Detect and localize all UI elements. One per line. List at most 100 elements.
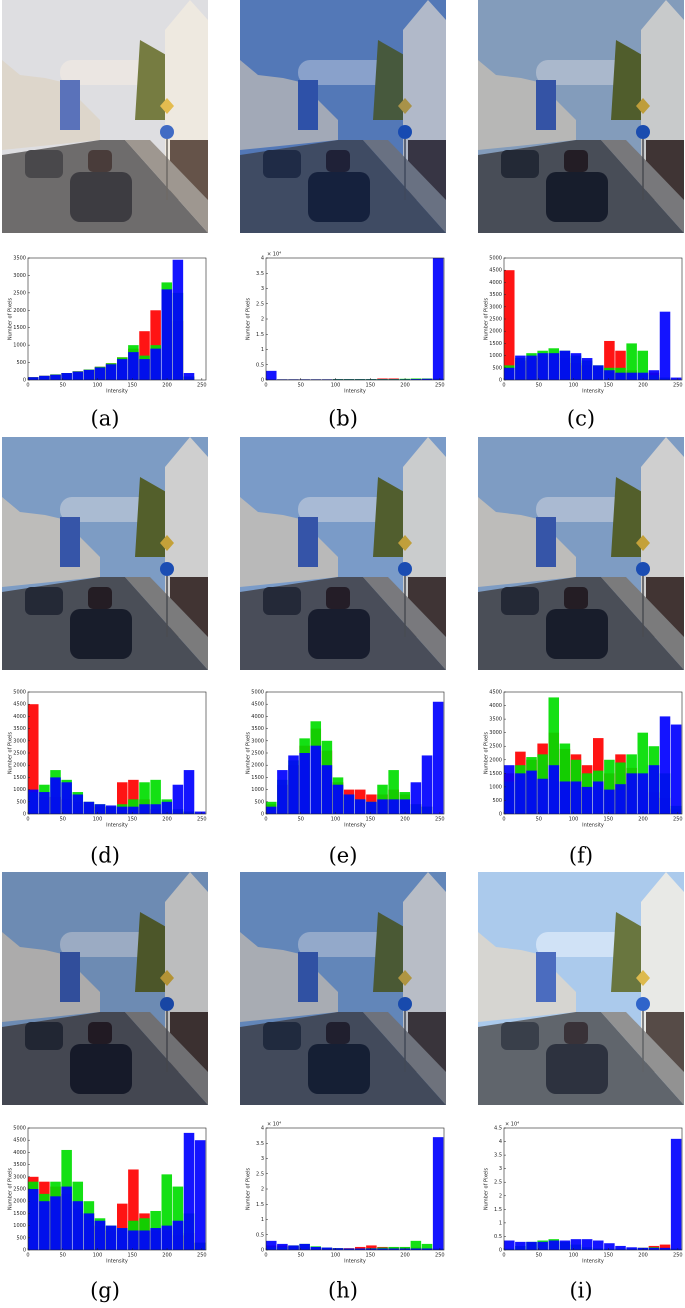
x-axis-label: Intensity	[582, 1259, 604, 1265]
histogram-bar	[399, 799, 411, 814]
histogram-bar	[504, 765, 515, 814]
car-far	[564, 150, 588, 172]
x-tick-label: 100	[331, 817, 341, 823]
x-tick-label: 0	[264, 817, 267, 823]
car-far	[326, 1022, 350, 1044]
y-tick-label: 1000	[489, 353, 502, 359]
histogram-bar	[266, 370, 277, 380]
right-building	[641, 437, 684, 617]
histogram-bar	[637, 773, 649, 814]
tone	[240, 0, 446, 233]
sign	[398, 562, 412, 576]
x-axis-label: Intensity	[582, 389, 604, 395]
axes-frame	[503, 691, 683, 815]
car-small	[501, 587, 539, 615]
blue-facade	[60, 952, 80, 1002]
car	[308, 609, 370, 659]
blue-facade	[536, 80, 556, 130]
caption: (c)	[567, 407, 595, 431]
histogram-bar	[659, 1247, 671, 1250]
sign	[636, 125, 650, 139]
histogram-bar	[593, 1240, 604, 1250]
x-tick-label: 50	[298, 817, 304, 823]
histogram-bar	[537, 1241, 548, 1250]
x-tick-label: 200	[638, 817, 648, 823]
histogram-bar	[581, 358, 593, 380]
y-tick-label: 2000	[489, 329, 502, 335]
x-tick-label: 250	[197, 383, 207, 389]
histogram-bar	[332, 784, 344, 814]
histogram-bar	[581, 786, 593, 814]
y-tick-label: 3500	[489, 292, 502, 298]
histogram-bar	[648, 1247, 660, 1250]
x-tick-label: 50	[298, 383, 304, 389]
y-tick-label: 2.5	[256, 1171, 264, 1177]
y-multiplier: × 10⁴	[505, 1122, 519, 1128]
y-axis-label: Number of Pixels	[246, 731, 252, 774]
y-tick-label: 1500	[13, 1211, 26, 1217]
photo	[240, 437, 446, 670]
y-tick-label: 5000	[13, 690, 26, 696]
histogram-bar	[183, 770, 195, 814]
y-tick-label: 3000	[13, 273, 26, 279]
y-tick-label: 3000	[489, 730, 502, 736]
histogram-bar	[548, 1240, 560, 1250]
axes-frame	[265, 257, 445, 381]
histogram-bar	[299, 379, 310, 380]
histogram-bar	[637, 372, 649, 380]
sign-diamond	[636, 970, 650, 986]
histogram-bar	[366, 1245, 377, 1250]
photo	[240, 0, 446, 233]
sign	[636, 562, 650, 576]
y-tick-label: 1	[261, 347, 264, 353]
blue-facade	[536, 952, 556, 1002]
histogram-bar	[648, 765, 660, 814]
histogram-bar	[648, 370, 660, 380]
histogram-bar	[570, 781, 582, 814]
x-axis-label: Intensity	[106, 389, 128, 395]
x-tick-label: 150	[604, 383, 614, 389]
histogram-bar	[377, 799, 388, 814]
histogram-bar	[637, 1247, 649, 1250]
caption: (a)	[91, 407, 120, 431]
histogram-bar	[161, 801, 173, 814]
histogram-bar	[399, 1248, 411, 1250]
y-tick-label: 3000	[489, 304, 502, 310]
histogram-bar	[172, 1186, 184, 1250]
sign-diamond	[160, 535, 174, 551]
histogram-bar	[61, 373, 72, 380]
x-tick-label: 150	[366, 383, 376, 389]
histogram-bar	[194, 811, 206, 814]
histogram-bar	[128, 1230, 139, 1250]
sign	[160, 997, 174, 1011]
y-tick-label: 4500	[13, 1138, 26, 1144]
car-far	[326, 150, 350, 172]
x-tick-label: 150	[128, 383, 138, 389]
axes-frame	[27, 257, 207, 381]
blue-facade	[60, 80, 80, 130]
histogram-bar	[410, 1248, 422, 1250]
x-tick-label: 0	[502, 1253, 505, 1259]
y-tick-label: 1000	[489, 784, 502, 790]
histogram-bar	[410, 1240, 422, 1250]
car	[70, 172, 132, 222]
y-tick-label: 1.5	[256, 1202, 264, 1208]
histogram-bar	[83, 1213, 95, 1250]
histogram-bar	[548, 353, 560, 380]
y-tick-label: 3	[499, 1166, 502, 1172]
right-building	[165, 872, 208, 1052]
y-tick-label: 1500	[489, 771, 502, 777]
tone	[478, 872, 684, 1105]
y-tick-label: 4000	[13, 1150, 26, 1156]
y-tick-label: 1000	[13, 343, 26, 349]
y-tick-label: 3	[261, 286, 264, 292]
sign	[160, 125, 174, 139]
histogram-bar	[388, 1248, 399, 1250]
x-tick-label: 100	[569, 817, 579, 823]
x-tick-label: 250	[673, 817, 683, 823]
histogram-bar	[637, 350, 649, 380]
y-tick-label: 2.5	[494, 1180, 502, 1186]
histogram-bar	[626, 773, 637, 814]
car	[70, 1044, 132, 1094]
photo	[240, 872, 446, 1105]
